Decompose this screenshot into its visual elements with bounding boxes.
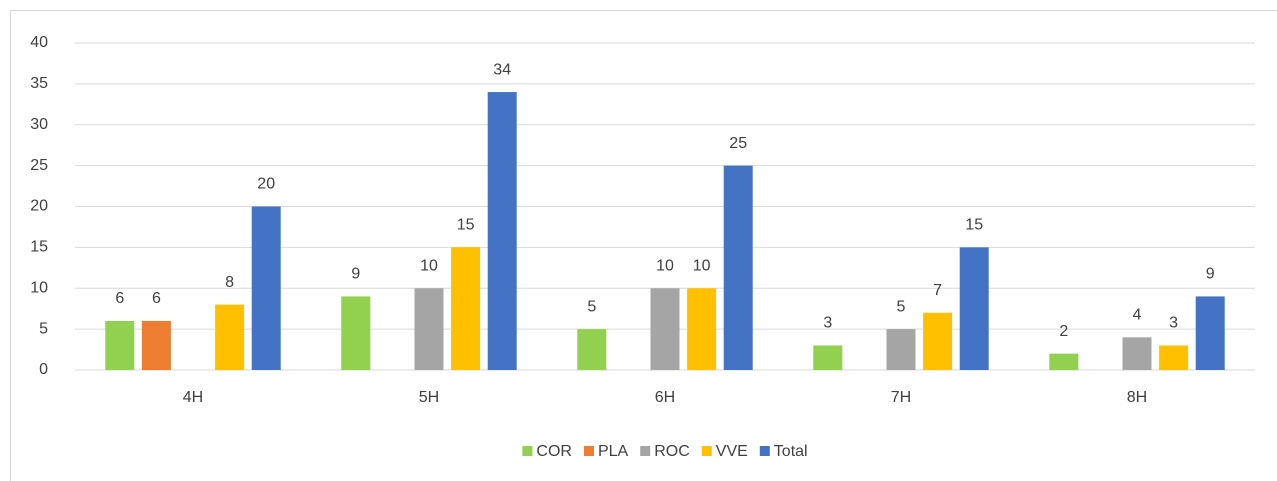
data-label: 5 bbox=[587, 298, 596, 315]
x-tick-label: 6H bbox=[655, 389, 675, 406]
y-tick-label: 35 bbox=[30, 75, 48, 92]
x-tick-label: 7H bbox=[891, 389, 911, 406]
x-tick-label: 5H bbox=[419, 389, 439, 406]
bar bbox=[1049, 353, 1079, 370]
y-tick-label: 5 bbox=[39, 320, 48, 337]
legend-label: VVE bbox=[716, 443, 748, 460]
bar bbox=[487, 92, 517, 371]
bar bbox=[723, 165, 753, 370]
x-tick-label: 8H bbox=[1127, 389, 1147, 406]
bar bbox=[1122, 337, 1152, 370]
data-label: 10 bbox=[656, 257, 674, 274]
data-label: 2 bbox=[1059, 323, 1068, 340]
legend-label: COR bbox=[536, 443, 572, 460]
bar bbox=[251, 206, 281, 370]
y-tick-label: 10 bbox=[30, 279, 48, 296]
data-label: 20 bbox=[257, 176, 275, 193]
bar bbox=[215, 304, 245, 370]
bar bbox=[923, 312, 953, 370]
data-label: 9 bbox=[351, 266, 360, 283]
legend-swatch bbox=[583, 446, 594, 456]
bar bbox=[105, 320, 135, 370]
data-label: 3 bbox=[1169, 315, 1178, 332]
bar bbox=[451, 247, 481, 370]
data-label: 10 bbox=[693, 257, 711, 274]
y-tick-label: 20 bbox=[30, 198, 48, 215]
data-label: 4 bbox=[1133, 307, 1142, 324]
data-label: 15 bbox=[457, 217, 475, 234]
data-label: 6 bbox=[115, 290, 124, 307]
bar bbox=[141, 320, 171, 370]
legend-swatch bbox=[701, 446, 712, 456]
data-label: 8 bbox=[225, 274, 234, 291]
y-tick-label: 25 bbox=[30, 157, 48, 174]
data-label: 10 bbox=[420, 257, 438, 274]
x-tick-label: 4H bbox=[183, 389, 203, 406]
bar bbox=[414, 288, 444, 370]
legend-label: ROC bbox=[654, 443, 690, 460]
y-tick-label: 40 bbox=[30, 34, 48, 51]
bar bbox=[341, 296, 371, 370]
chart-border bbox=[10, 10, 1277, 481]
legend-swatch bbox=[640, 446, 651, 456]
y-tick-label: 15 bbox=[30, 239, 48, 256]
bar bbox=[886, 329, 916, 370]
bar bbox=[1195, 296, 1225, 370]
data-label: 9 bbox=[1206, 266, 1215, 283]
bar bbox=[813, 345, 843, 370]
bar bbox=[959, 247, 989, 370]
bar bbox=[577, 329, 607, 370]
y-tick-label: 0 bbox=[39, 361, 48, 378]
data-label: 34 bbox=[493, 61, 511, 78]
data-label: 25 bbox=[729, 135, 747, 152]
y-tick-label: 30 bbox=[30, 116, 48, 133]
legend-label: PLA bbox=[598, 443, 629, 460]
bar bbox=[687, 288, 717, 370]
bar bbox=[650, 288, 680, 370]
data-label: 7 bbox=[933, 282, 942, 299]
legend-label: Total bbox=[774, 443, 808, 460]
bar bbox=[1159, 345, 1189, 370]
data-label: 5 bbox=[897, 298, 906, 315]
legend-swatch bbox=[759, 446, 770, 456]
data-label: 3 bbox=[823, 315, 832, 332]
data-label: 6 bbox=[152, 290, 161, 307]
data-label: 15 bbox=[965, 217, 983, 234]
legend-swatch bbox=[522, 446, 533, 456]
